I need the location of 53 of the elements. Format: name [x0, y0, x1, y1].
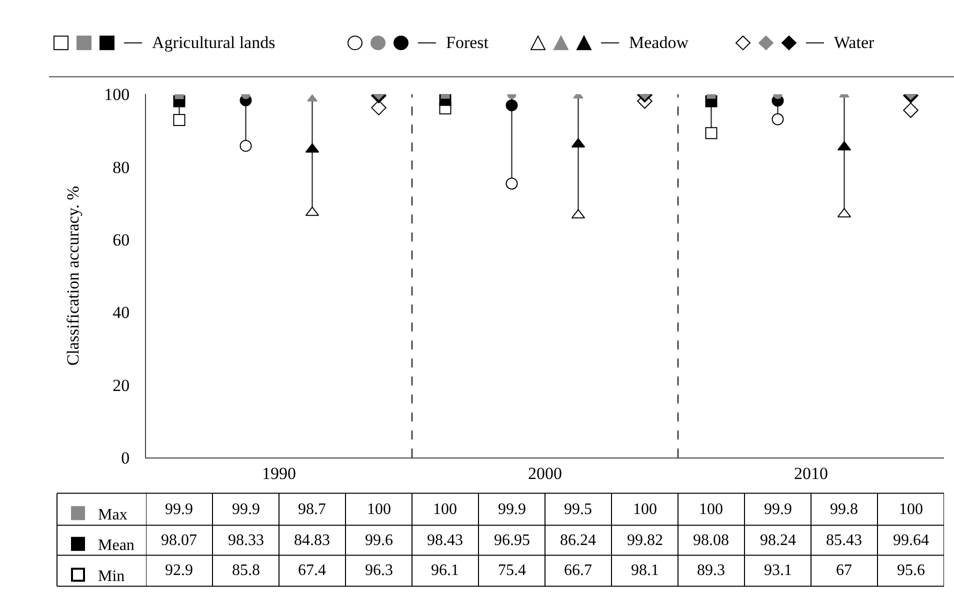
- data-label: 100: [367, 501, 391, 518]
- data-label: 67: [836, 562, 852, 579]
- data-label: 84.83: [294, 532, 330, 549]
- data-label: 98.24: [760, 532, 796, 549]
- text: 2010: [794, 464, 828, 483]
- data-label: 100: [899, 501, 923, 518]
- y-axis-title: Classification accuracy. %: [64, 186, 83, 366]
- data-label: 89.3: [697, 562, 725, 579]
- data-label: 98.07: [161, 532, 197, 549]
- y-tick-label: 80: [112, 158, 130, 177]
- data-label: 75.4: [498, 562, 526, 579]
- data-label: 99.8: [830, 501, 858, 518]
- y-tick-label: 100: [104, 85, 130, 104]
- y-tick-label: 20: [112, 376, 130, 395]
- text: Meadow: [629, 33, 690, 52]
- data-label: 100: [633, 501, 657, 518]
- legend-label: Max: [98, 506, 128, 524]
- text: Water: [834, 33, 874, 52]
- data-label: 85.8: [232, 562, 260, 579]
- data-label: 98.1: [631, 562, 659, 579]
- data-label: 99.9: [498, 501, 526, 518]
- data-label: 96.1: [431, 562, 459, 579]
- data-label: 99.9: [764, 501, 792, 518]
- data-label: 99.82: [627, 532, 663, 549]
- data-label: 92.9: [165, 562, 193, 579]
- data-label: 96.95: [494, 532, 530, 549]
- y-tick-label: 60: [112, 230, 130, 250]
- legend-label: Mean: [98, 537, 134, 554]
- data-label: 93.1: [764, 562, 792, 579]
- data-label: 86.24: [560, 532, 596, 549]
- data-label: 95.6: [897, 562, 925, 579]
- data-label: 98.7: [298, 501, 326, 518]
- data-label: 99.9: [165, 501, 193, 518]
- data-label: 98.33: [228, 532, 264, 549]
- y-tick-label: 0: [121, 448, 130, 468]
- text: 2000: [528, 464, 562, 483]
- data-label: 99.64: [893, 532, 929, 549]
- data-label: 99.6: [365, 532, 393, 549]
- data-label: 100: [433, 501, 457, 518]
- y-tick-label: 40: [112, 303, 130, 322]
- data-label: 98.08: [693, 532, 729, 549]
- data-label: 99.9: [232, 501, 260, 518]
- text: 1990: [262, 464, 296, 483]
- data-label: 66.7: [564, 562, 592, 579]
- data-label: 96.3: [365, 562, 393, 579]
- data-label: 67.4: [298, 562, 326, 579]
- data-label: 98.43: [427, 532, 463, 549]
- data-label: 99.5: [564, 501, 592, 518]
- data-label: 85.43: [826, 532, 862, 549]
- text: Agricultural lands: [152, 33, 276, 52]
- legend-label: Min: [98, 568, 125, 585]
- data-label: 100: [699, 501, 723, 518]
- text: Forest: [446, 33, 489, 52]
